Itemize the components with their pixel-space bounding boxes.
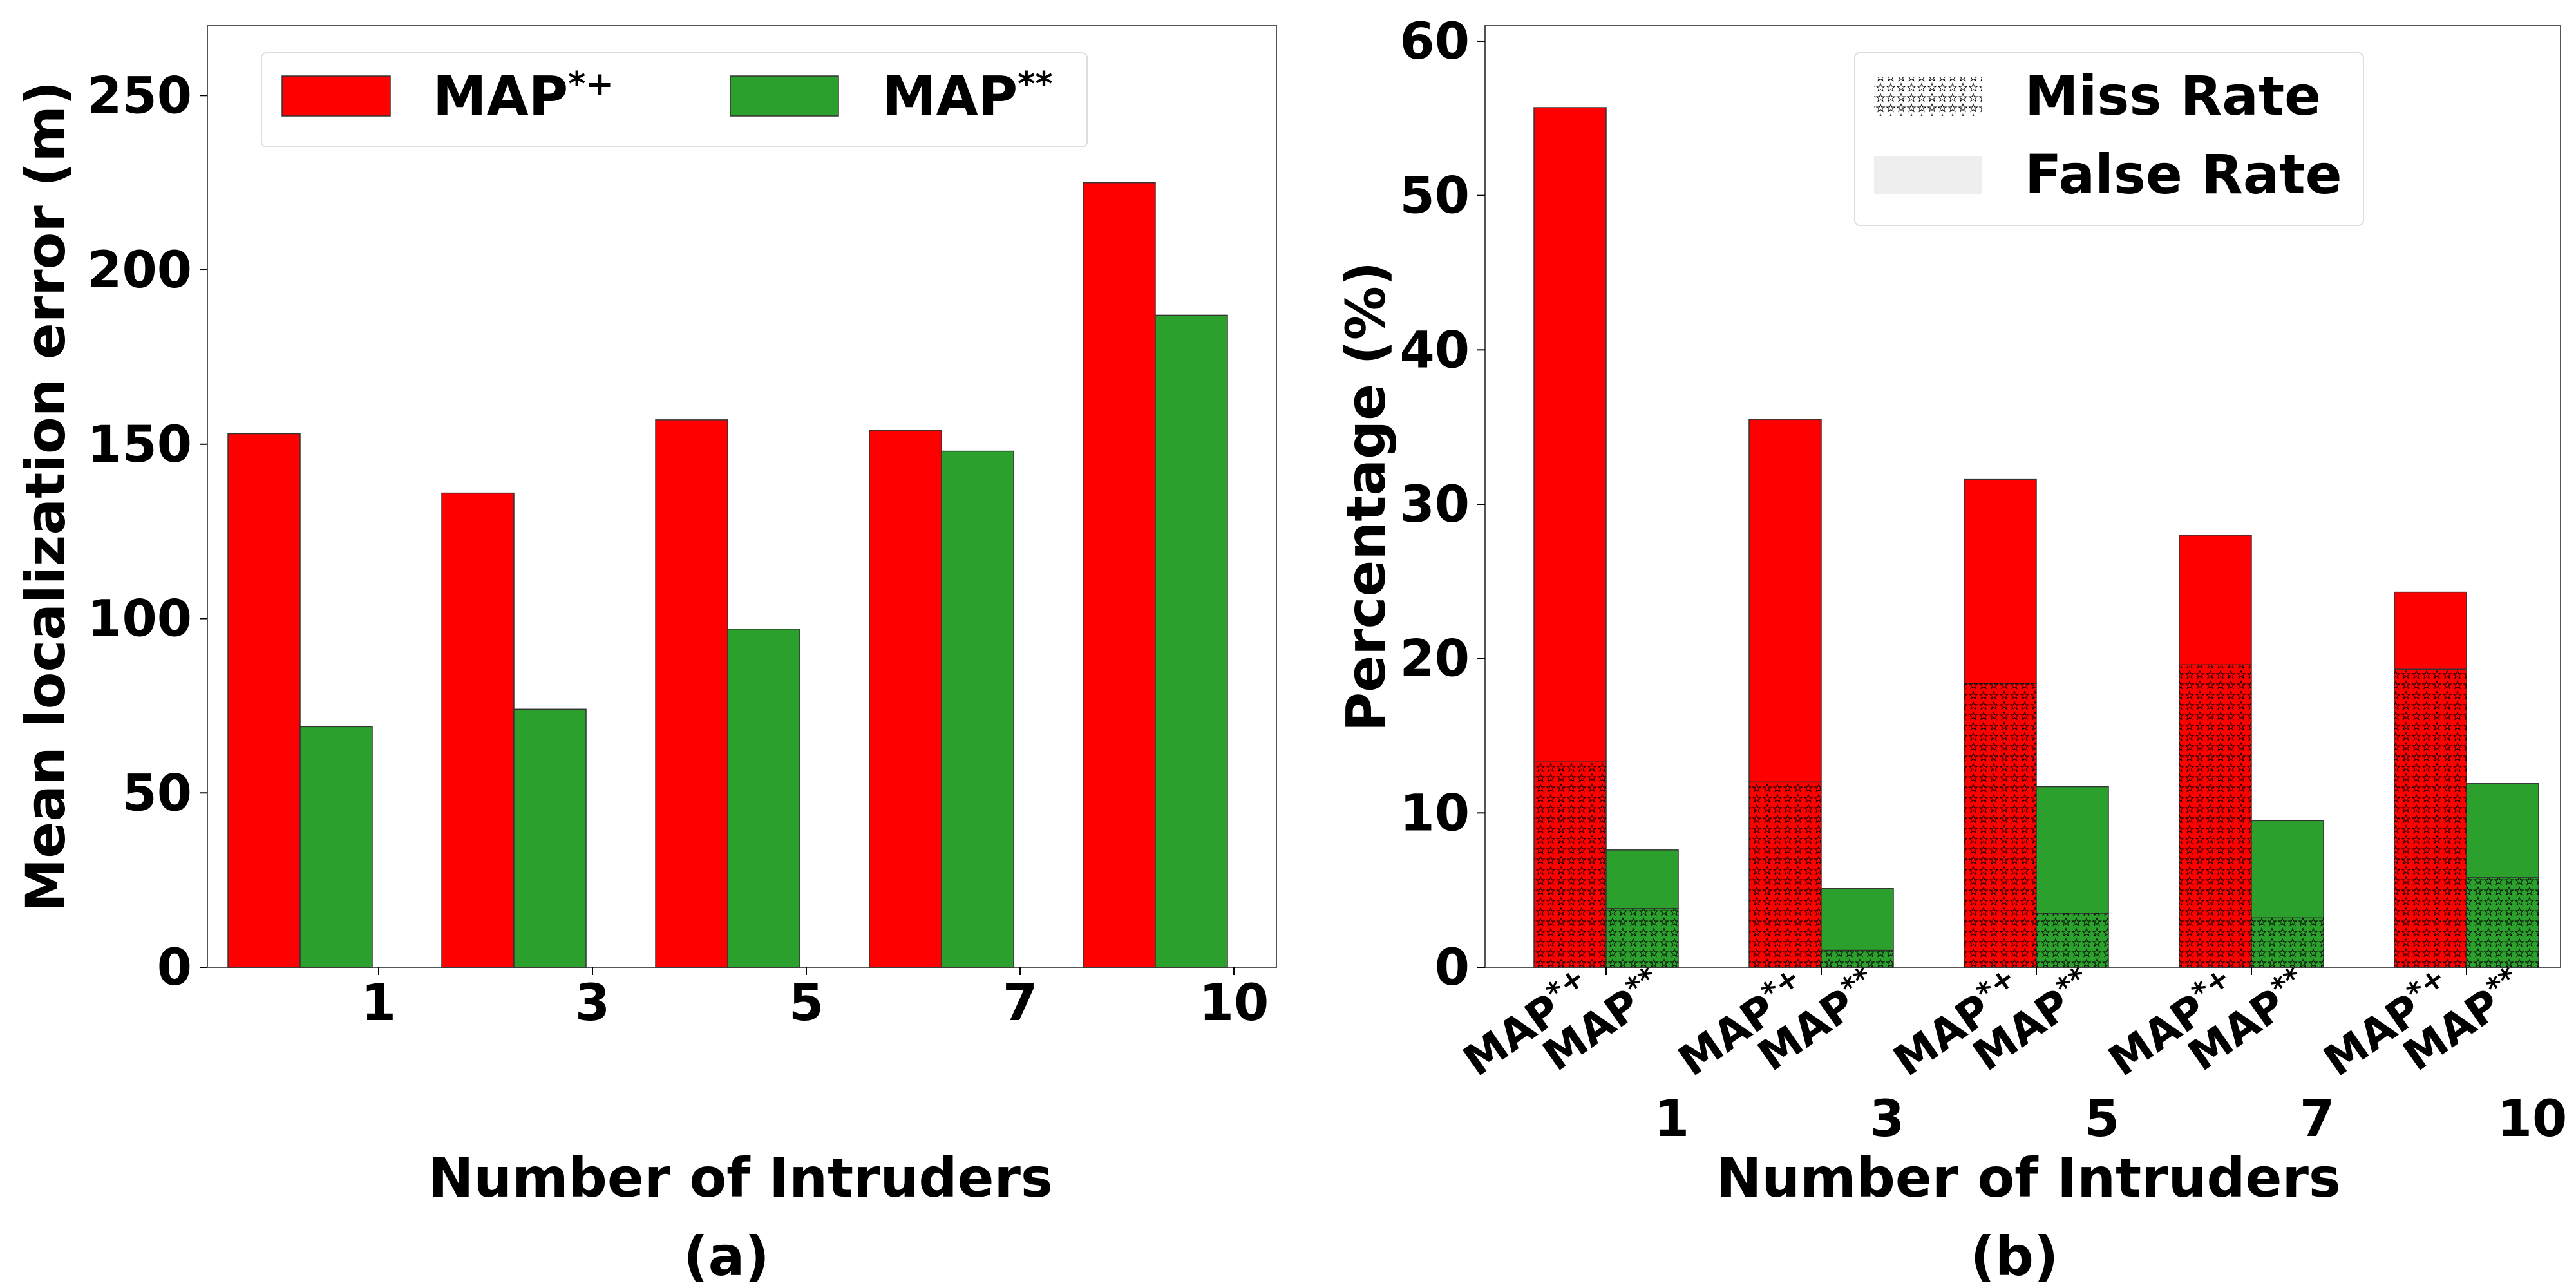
legend-label-false-rate: False Rate <box>2025 143 2342 206</box>
bars-b <box>1533 107 2539 968</box>
y-tick-label-b: 10 <box>1399 784 1470 842</box>
y-ticks-a: 0 50 100 150 200 250 <box>87 67 207 997</box>
bar-a-series-0-cat-5 <box>655 419 728 968</box>
bar-b-false-rate-series-1-cat-7 <box>2251 820 2324 919</box>
y-tick-label-a: 250 <box>87 67 192 125</box>
y-axis-label-a: Mean localization error (m) <box>14 81 77 913</box>
y-ticks-b: 0 10 20 30 40 50 60 <box>1399 13 1485 997</box>
bar-a-series-0-cat-3 <box>441 492 515 968</box>
bar-b-false-rate-series-0-cat-5 <box>1964 478 2037 684</box>
bar-b-false-rate-series-1-cat-10 <box>2466 783 2539 878</box>
y-tick-label-b: 20 <box>1399 630 1470 688</box>
x-tick-label-a: 10 <box>1199 974 1269 1032</box>
y-tick-label-b: 50 <box>1399 167 1470 225</box>
bar-a-series-1-cat-3 <box>513 708 587 968</box>
x-axis-label-b: Number of Intruders <box>1716 1146 2341 1209</box>
x-ticks-a: 1 3 5 7 10 <box>361 967 1269 1032</box>
x-tick-label-b: 7 <box>2300 1090 2334 1148</box>
y-tick-label-a: 200 <box>87 242 192 299</box>
x-tick-label-b: 1 <box>1654 1090 1689 1148</box>
legend-box-a <box>261 52 1088 147</box>
y-tick-label-a: 0 <box>157 939 192 997</box>
bar-b-false-rate-series-0-cat-3 <box>1748 419 1822 783</box>
legend-swatch-series-1 <box>730 75 839 117</box>
bar-b-false-rate-series-0-cat-7 <box>2179 535 2252 665</box>
x-tick-label-a: 7 <box>1003 974 1037 1032</box>
legend-swatch-false-rate <box>1874 156 1982 194</box>
y-axis-label-b: Percentage (%) <box>1334 261 1397 732</box>
bar-a-series-1-cat-1 <box>299 726 373 968</box>
legend-swatch-miss-rate-hatch <box>1874 77 1982 116</box>
caption-a: (a) <box>683 1225 769 1288</box>
y-tick-label-a: 100 <box>87 591 192 649</box>
bar-b-false-rate-series-1-cat-5 <box>2036 786 2109 914</box>
bars-a <box>227 182 1228 968</box>
bar-b-miss-rate-hatch-series-1-cat-5 <box>2036 913 2108 967</box>
caption-b: (b) <box>1971 1225 2059 1288</box>
x-tick-label-a: 5 <box>789 974 824 1032</box>
legend-a: MAP*+ MAP** <box>261 52 1088 147</box>
legend-label-series-1: MAP** <box>882 64 1053 128</box>
bar-b-miss-rate-hatch-series-0-cat-5 <box>1964 683 2036 967</box>
bar-a-series-1-cat-5 <box>727 629 800 968</box>
bar-labels-b: MAP*+MAP**MAP*+MAP**MAP*+MAP**MAP*+MAP**… <box>1455 961 2524 1086</box>
bar-b-miss-rate-hatch-series-0-cat-3 <box>1749 782 1821 967</box>
bar-b-false-rate-series-1-cat-3 <box>1821 888 1894 951</box>
bar-a-series-1-cat-10 <box>1155 314 1228 968</box>
panel-b: 0 10 20 30 40 50 60 1 3 5 7 10 MAP*+MAP**MAP*+MAP*… <box>1334 13 2567 1288</box>
bar-b-miss-rate-hatch-series-0-cat-1 <box>1534 762 1606 967</box>
bar-b-miss-rate-hatch-series-1-cat-1 <box>1606 908 1678 967</box>
bar-b-miss-rate-hatch-series-1-cat-10 <box>2467 877 2539 967</box>
x-tick-label-b: 3 <box>1870 1090 1904 1148</box>
bar-b-false-rate-series-0-cat-1 <box>1533 107 1607 762</box>
y-tick-label-a: 50 <box>122 764 192 822</box>
y-tick-label-b: 60 <box>1399 13 1470 71</box>
bar-a-series-0-cat-10 <box>1083 182 1156 968</box>
legend-label-miss-rate: Miss Rate <box>2025 64 2321 128</box>
x-tick-label-a: 1 <box>361 974 396 1032</box>
x-tick-label-b: 10 <box>2497 1090 2568 1148</box>
bar-b-false-rate-series-0-cat-10 <box>2394 591 2467 670</box>
bar-b-miss-rate-hatch-series-1-cat-3 <box>1821 950 1893 967</box>
bar-a-series-1-cat-7 <box>941 450 1014 968</box>
legend-b: Miss Rate False Rate <box>1854 52 2364 226</box>
panel-a: 0 50 100 150 200 250 1 3 5 7 10 Mean localization… <box>14 25 1277 1288</box>
x-axis-label-a: Number of Intruders <box>428 1146 1053 1209</box>
y-tick-label-b: 40 <box>1399 321 1470 379</box>
bar-b-false-rate-series-1-cat-1 <box>1605 849 1679 909</box>
bar-b-miss-rate-hatch-series-0-cat-10 <box>2394 669 2467 967</box>
x-tick-label-a: 3 <box>575 974 610 1032</box>
legend-swatch-series-0 <box>281 75 391 117</box>
bar-a-series-0-cat-1 <box>227 433 301 968</box>
bar-a-series-0-cat-7 <box>869 430 942 968</box>
bar-b-miss-rate-hatch-series-0-cat-7 <box>2179 665 2251 967</box>
y-tick-label-b: 0 <box>1435 939 1470 997</box>
legend-label-series-0: MAP*+ <box>433 64 614 128</box>
bar-b-miss-rate-hatch-series-1-cat-7 <box>2251 918 2324 967</box>
x-ticks-b: 1 3 5 7 10 <box>1605 967 2568 1148</box>
y-tick-label-b: 30 <box>1399 476 1470 534</box>
x-tick-label-b: 5 <box>2085 1090 2119 1148</box>
y-tick-label-a: 150 <box>87 416 192 474</box>
